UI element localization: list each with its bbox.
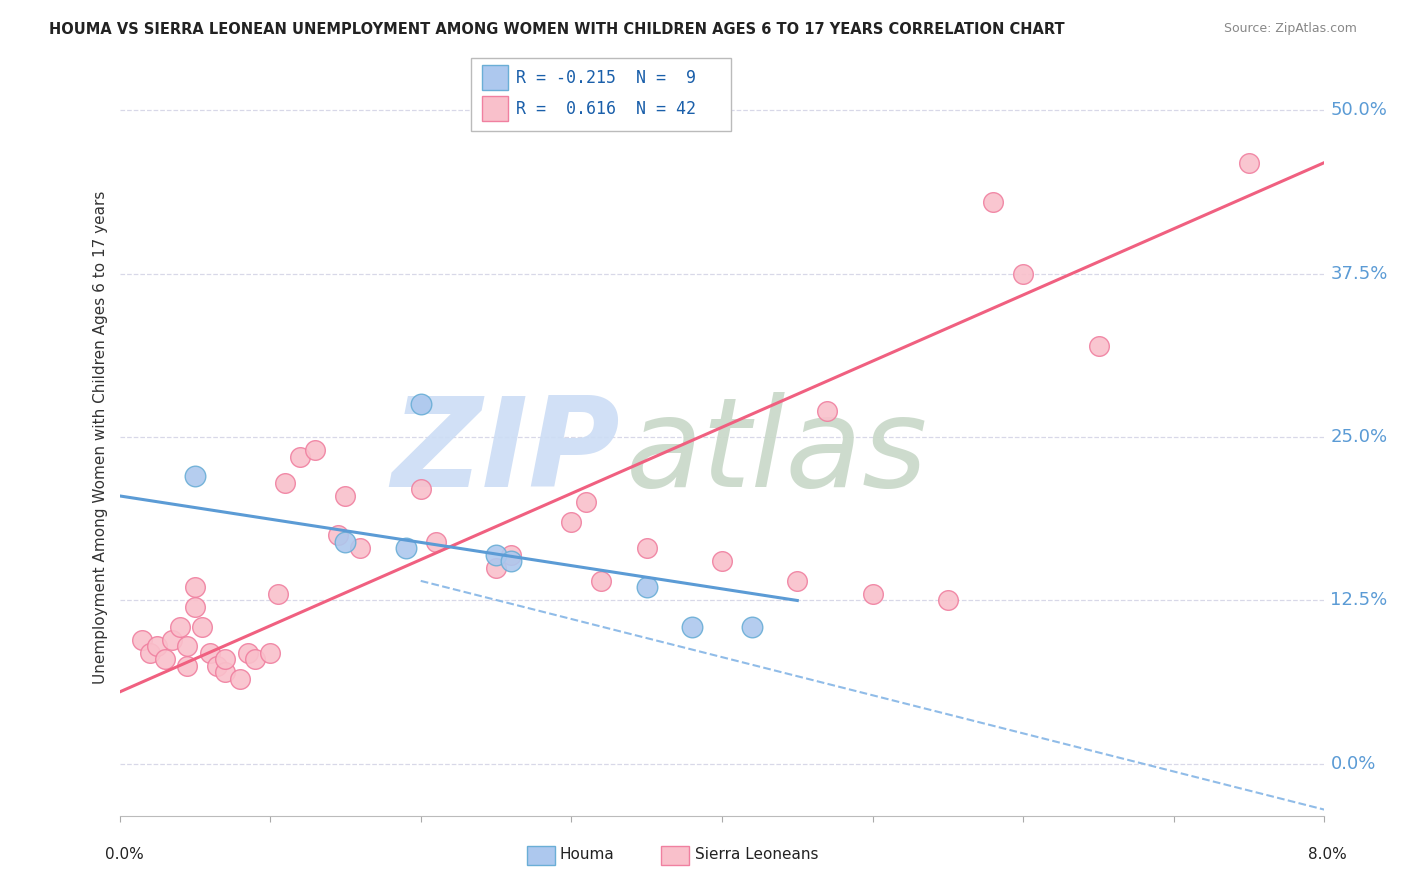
Text: 37.5%: 37.5% [1330,265,1388,283]
Point [236,646,259,660]
Point [176,639,198,653]
Text: Source: ZipAtlas.com: Source: ZipAtlas.com [1223,22,1357,36]
Point [160,632,183,647]
Point [207,658,229,673]
Point [711,554,734,568]
Point [681,619,703,633]
Text: 12.5%: 12.5% [1330,591,1388,609]
Point [425,534,447,549]
Point [184,600,207,615]
Y-axis label: Unemployment Among Women with Children Ages 6 to 17 years: Unemployment Among Women with Children A… [93,190,108,684]
Point [636,581,658,595]
Point [501,548,523,562]
Point [409,483,432,497]
Point [214,652,236,666]
Point [259,646,281,660]
Point [591,574,613,588]
Text: Sierra Leoneans: Sierra Leoneans [695,847,818,862]
Point [274,475,297,490]
Text: atlas: atlas [626,392,928,513]
Point [229,672,252,686]
Point [395,541,418,556]
Text: R =  0.616  N = 42: R = 0.616 N = 42 [516,100,696,118]
Point [198,646,221,660]
Text: 0.0%: 0.0% [105,847,145,862]
Text: 50.0%: 50.0% [1330,102,1388,120]
Text: R = -0.215  N =  9: R = -0.215 N = 9 [516,69,696,87]
Point [575,495,598,509]
Point [153,652,176,666]
Text: Houma: Houma [560,847,614,862]
Point [243,652,266,666]
Point [131,632,153,647]
Point [936,593,959,607]
Text: HOUMA VS SIERRA LEONEAN UNEMPLOYMENT AMONG WOMEN WITH CHILDREN AGES 6 TO 17 YEAR: HOUMA VS SIERRA LEONEAN UNEMPLOYMENT AMO… [49,22,1064,37]
Point [176,658,198,673]
Point [1087,338,1109,352]
Point [485,548,508,562]
Text: 0.0%: 0.0% [1330,755,1376,772]
Point [326,528,349,542]
Point [191,619,214,633]
Point [1012,267,1035,281]
Text: 8.0%: 8.0% [1308,847,1347,862]
Point [349,541,371,556]
Point [485,561,508,575]
Point [290,450,312,464]
Point [214,665,236,680]
Point [636,541,658,556]
Point [1237,155,1260,169]
Point [184,581,207,595]
Point [138,646,160,660]
Point [146,639,169,653]
Point [981,194,1004,209]
Point [335,534,357,549]
Point [862,587,884,601]
Text: 25.0%: 25.0% [1330,428,1388,446]
Point [335,489,357,503]
Point [815,404,838,418]
Point [786,574,808,588]
Text: ZIP: ZIP [391,392,620,513]
Point [304,443,326,458]
Point [169,619,191,633]
Point [501,554,523,568]
Point [560,515,582,529]
Point [409,397,432,411]
Point [266,587,288,601]
Point [184,469,207,483]
Point [741,619,763,633]
